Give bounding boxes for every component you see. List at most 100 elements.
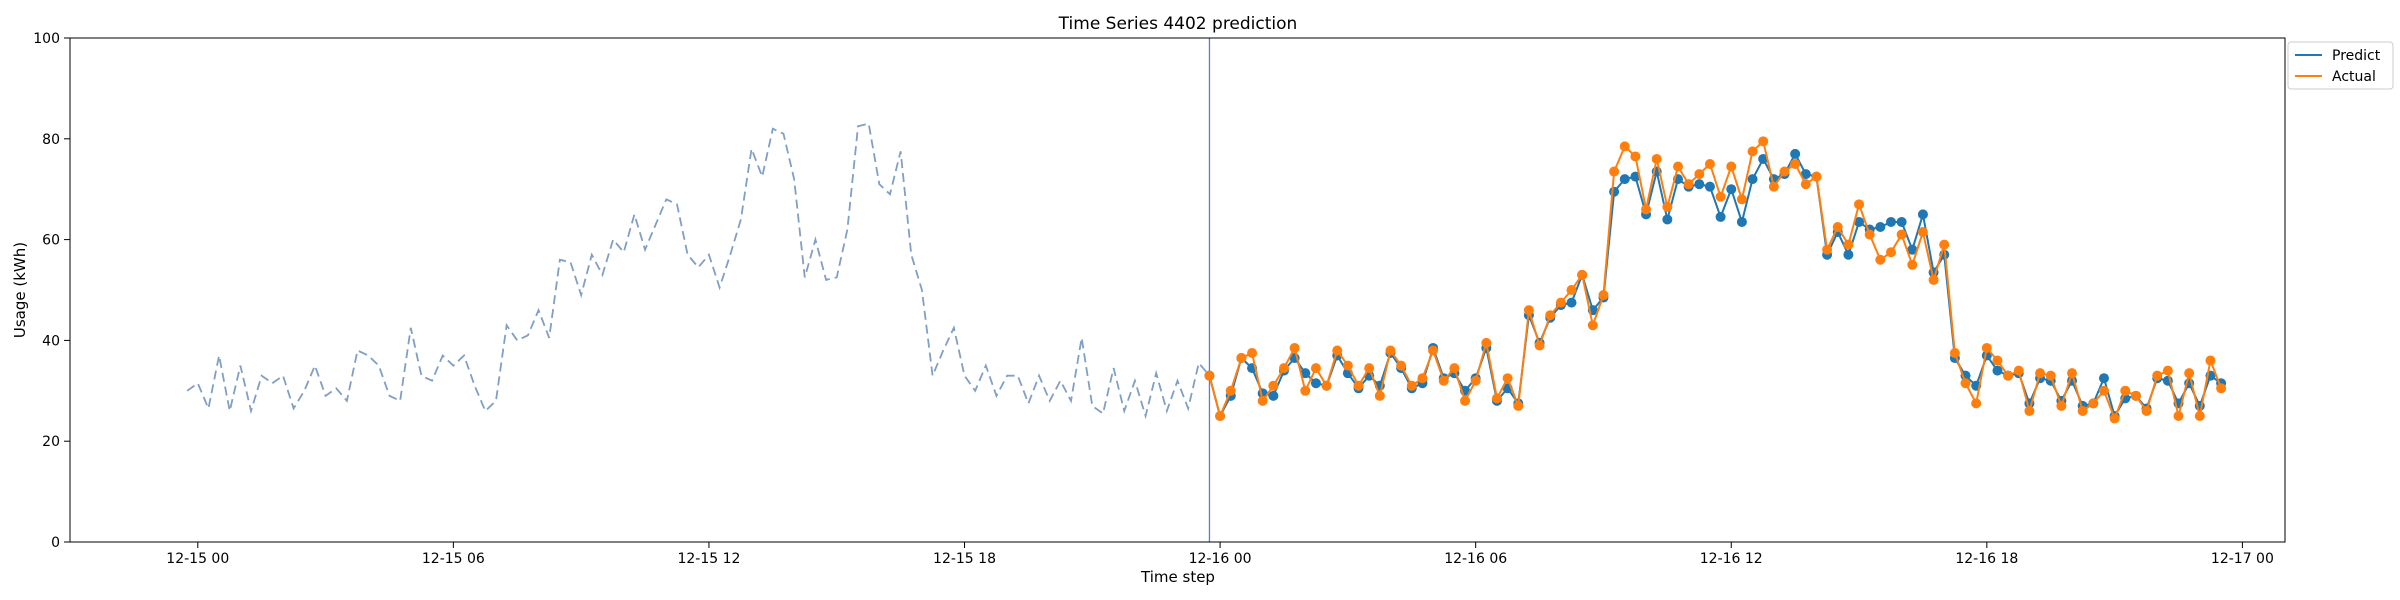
data-point-predict <box>1310 378 1321 389</box>
data-point-predict <box>1726 184 1737 195</box>
data-point-actual <box>1566 285 1577 295</box>
data-point-actual <box>2045 370 2056 381</box>
data-point-actual <box>2035 368 2046 379</box>
data-point-actual <box>1534 340 1545 351</box>
data-point-actual <box>1257 395 1268 406</box>
data-point-actual <box>1630 151 1641 162</box>
x-tick-label: 12-16 12 <box>1700 551 1763 567</box>
data-point-predict <box>1992 365 2003 376</box>
data-point-actual <box>1460 395 1471 406</box>
data-point-actual <box>1800 179 1811 190</box>
data-point-actual <box>2173 411 2184 421</box>
y-tick-label: 100 <box>33 31 60 47</box>
data-point-actual <box>1619 141 1630 152</box>
data-point-predict <box>1268 390 1279 401</box>
data-point-actual <box>2120 385 2131 396</box>
legend-box <box>2287 41 2394 90</box>
data-point-actual <box>1768 181 1779 192</box>
data-point-actual <box>2194 411 2205 421</box>
data-point-actual <box>1822 244 1833 255</box>
data-point-actual <box>1992 355 2003 366</box>
data-point-actual <box>1513 400 1524 411</box>
data-point-actual <box>1406 380 1417 391</box>
data-point-actual <box>1960 378 1971 389</box>
data-point-actual <box>2067 368 2078 379</box>
data-point-actual <box>1715 191 1726 202</box>
data-point-actual <box>2098 385 2109 396</box>
data-point-actual <box>1449 363 1460 374</box>
data-point-actual <box>1939 239 1950 250</box>
data-point-actual <box>1310 363 1321 374</box>
data-point-actual <box>2077 405 2088 416</box>
data-point-predict <box>1300 368 1311 379</box>
data-point-actual <box>1885 247 1896 258</box>
data-point-actual <box>1555 297 1566 308</box>
forecast-layer <box>1204 136 2227 424</box>
data-point-actual <box>1374 390 1385 401</box>
data-point-actual <box>1736 194 1747 205</box>
data-point-predict <box>1747 174 1758 185</box>
data-point-actual <box>1864 229 1875 240</box>
data-point-predict <box>1800 169 1811 180</box>
data-point-actual <box>1470 375 1481 386</box>
data-point-actual <box>1268 380 1279 391</box>
data-point-actual <box>1332 345 1343 356</box>
x-tick-label: 12-16 00 <box>1189 551 1252 567</box>
data-point-actual <box>1726 161 1737 172</box>
data-point-actual <box>1598 290 1609 301</box>
data-point-actual <box>1225 385 1236 396</box>
x-axis-label: Time step <box>1140 568 1215 586</box>
data-point-actual <box>1364 363 1375 374</box>
data-point-actual <box>2013 365 2024 376</box>
data-point-actual <box>1353 380 1364 391</box>
data-point-predict <box>1715 211 1726 222</box>
data-point-actual <box>1971 398 1982 409</box>
data-point-actual <box>1651 153 1662 164</box>
data-point-actual <box>1577 269 1588 280</box>
y-tick-label: 60 <box>42 233 60 249</box>
x-tick-label: 12-16 18 <box>1955 551 2018 567</box>
data-point-actual <box>1928 274 1939 285</box>
y-tick-label: 0 <box>51 535 60 551</box>
data-point-actual <box>1204 370 1215 381</box>
data-point-predict <box>1736 216 1747 227</box>
data-point-actual <box>1949 348 1960 358</box>
data-point-actual <box>1854 199 1865 210</box>
x-tick-label: 12-16 06 <box>1444 551 1507 567</box>
data-point-predict <box>1907 244 1918 255</box>
data-point-actual <box>1641 204 1652 215</box>
data-point-predict <box>1704 181 1715 192</box>
chart-title: Time Series 4402 prediction <box>1058 14 1298 34</box>
data-point-actual <box>1396 360 1407 371</box>
data-point-actual <box>1907 259 1918 270</box>
data-point-actual <box>2205 355 2216 366</box>
data-point-predict <box>1758 153 1769 164</box>
data-point-actual <box>1694 169 1705 180</box>
data-point-predict <box>1917 209 1928 220</box>
data-point-predict <box>1566 297 1577 308</box>
data-point-actual <box>1875 254 1886 265</box>
data-point-actual <box>2130 390 2141 401</box>
data-point-actual <box>1215 411 1226 421</box>
data-point-actual <box>1609 166 1620 177</box>
x-tick-label: 12-15 18 <box>933 551 996 567</box>
data-point-actual <box>1236 353 1247 364</box>
data-point-actual <box>1481 337 1492 348</box>
data-point-actual <box>2088 398 2099 409</box>
data-point-actual <box>1587 320 1598 331</box>
data-point-predict <box>1854 216 1865 227</box>
data-point-actual <box>1523 305 1534 316</box>
data-point-actual <box>1683 179 1694 190</box>
data-point-actual <box>2141 405 2152 416</box>
x-tick-label: 12-15 06 <box>422 551 485 567</box>
data-point-predict <box>2098 373 2109 384</box>
legend-label: Actual <box>2332 69 2376 85</box>
data-point-actual <box>1896 229 1907 240</box>
legend-label: Predict <box>2332 48 2381 64</box>
data-point-predict <box>1630 171 1641 182</box>
data-point-actual <box>2024 405 2035 416</box>
data-point-actual <box>2056 400 2067 411</box>
data-point-actual <box>2152 370 2163 381</box>
